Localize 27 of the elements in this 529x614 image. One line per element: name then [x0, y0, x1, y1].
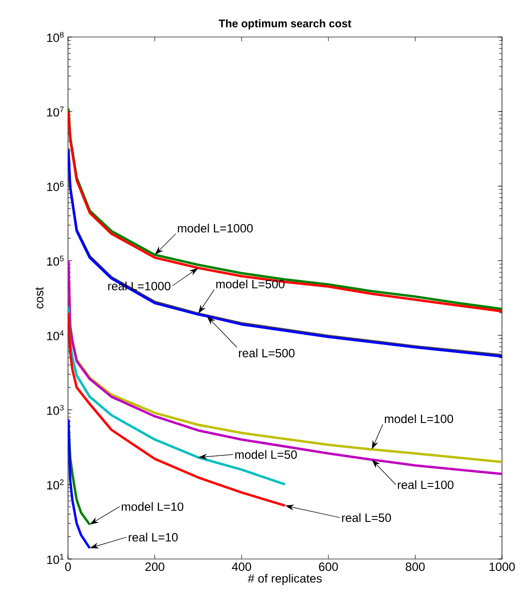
y-tick-label: 10$^{4}$ [47, 330, 64, 340]
y-tick-label: 10$^{5}$ [47, 256, 64, 266]
x-tick-label: 400 [232, 562, 252, 571]
y-tick-label: 10$^{6}$ [47, 181, 64, 192]
chart-title: The optimum search cost [218, 19, 352, 30]
annotation: real L=50 [342, 513, 392, 522]
annotation: model L=1000 [178, 224, 253, 233]
y-tick-label: 10$^{1}$ [47, 554, 64, 564]
annotation: real L=500 [238, 348, 295, 358]
x-axis-title: # of replicates [248, 574, 322, 585]
annotation: model L=50 [235, 450, 297, 459]
y-tick-label: 10$^{7}$ [47, 106, 64, 117]
annotation: real L=100 [398, 480, 454, 490]
y-tick-label: 10$^{8}$ [47, 32, 64, 42]
annotation: model L=500 [216, 280, 284, 288]
x-tick-label: 1000 [490, 562, 515, 571]
y-axis-title: cost [36, 287, 44, 308]
annotation: model L=100 [384, 414, 454, 424]
x-tick-label: 800 [406, 562, 425, 571]
y-tick-label: 10$^{2}$ [47, 479, 64, 490]
y-tick-label: 10$^{3}$ [47, 404, 64, 415]
annotation: real L=1000 [108, 282, 170, 290]
annotation: model L=10 [122, 502, 184, 511]
x-tick-label: 0 [65, 562, 71, 571]
x-tick-label: 200 [145, 562, 164, 571]
x-tick-label: 600 [319, 562, 338, 571]
annotation: real L=10 [128, 532, 178, 542]
